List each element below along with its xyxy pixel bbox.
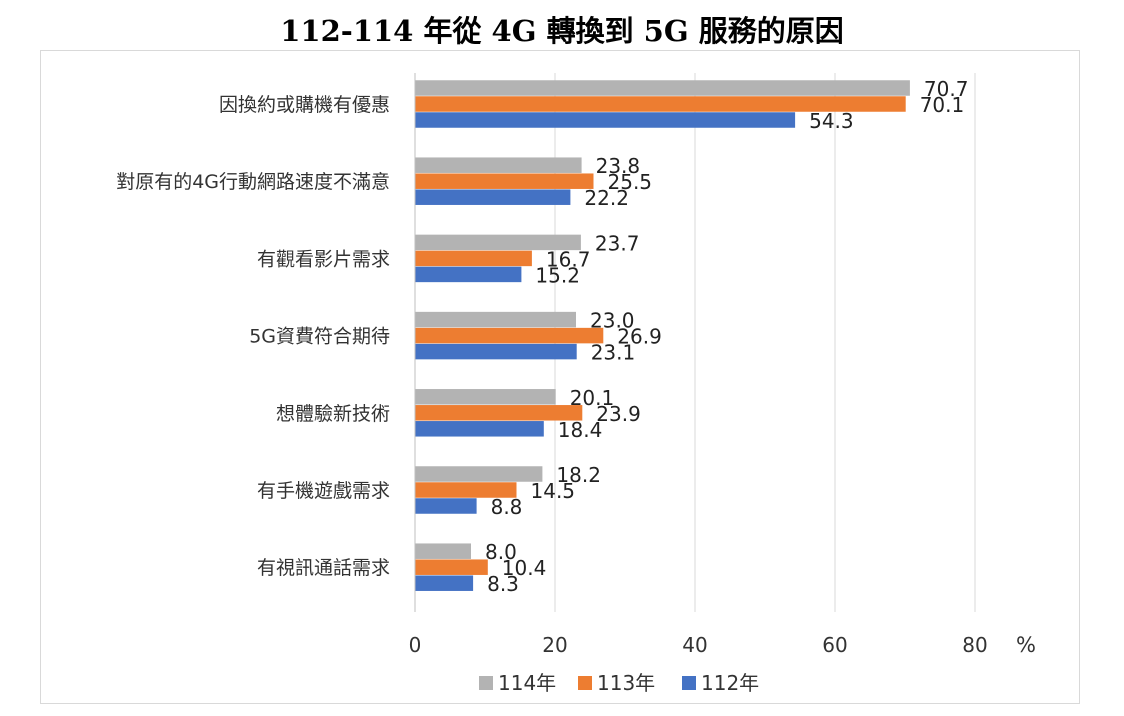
legend-label-0: 114年 bbox=[498, 671, 556, 695]
bar-6-2 bbox=[415, 575, 474, 591]
category-label: 因換約或購機有優惠 bbox=[219, 94, 390, 116]
value-label: 18.4 bbox=[558, 418, 603, 442]
value-label: 70.7 bbox=[924, 77, 969, 101]
value-label: 23.7 bbox=[595, 231, 640, 255]
category-label: 想體驗新技術 bbox=[276, 403, 390, 425]
bar-2-2 bbox=[415, 266, 522, 283]
bar-4-1 bbox=[415, 405, 583, 421]
bar-1-0 bbox=[415, 157, 582, 173]
category-label: 有觀看影片需求 bbox=[257, 248, 390, 270]
bar-6-1 bbox=[415, 559, 488, 575]
value-label: 23.9 bbox=[596, 402, 641, 426]
value-label: 23.1 bbox=[591, 341, 636, 365]
value-label: 8.0 bbox=[485, 540, 517, 564]
category-label: 5G資費符合期待 bbox=[249, 326, 390, 348]
legend-swatch-1 bbox=[578, 676, 592, 690]
value-label: 15.2 bbox=[535, 263, 580, 287]
bar-3-1 bbox=[415, 327, 604, 344]
bar-4-0 bbox=[415, 389, 556, 405]
legend-label-2: 112年 bbox=[701, 671, 759, 695]
bar-3-2 bbox=[415, 343, 577, 360]
bar-5-0 bbox=[415, 466, 543, 482]
x-tick-label: 0 bbox=[409, 633, 422, 657]
chart-title: 112-114 年從 4G 轉換到 5G 服務的原因 bbox=[280, 14, 844, 48]
x-tick-label: 40 bbox=[682, 633, 707, 657]
value-label: 10.4 bbox=[502, 556, 547, 580]
value-label: 14.5 bbox=[531, 479, 576, 503]
value-label: 16.7 bbox=[546, 247, 591, 271]
bar-2-0 bbox=[415, 234, 581, 251]
bar-0-0 bbox=[415, 80, 910, 96]
value-label: 22.2 bbox=[584, 186, 629, 210]
bar-4-2 bbox=[415, 421, 544, 437]
value-label: 70.1 bbox=[920, 93, 965, 117]
x-unit-label: % bbox=[1016, 633, 1036, 657]
value-label: 23.8 bbox=[596, 154, 641, 178]
value-label: 26.9 bbox=[617, 325, 662, 349]
bar-5-2 bbox=[415, 498, 477, 514]
legend-swatch-2 bbox=[682, 676, 696, 690]
value-label: 25.5 bbox=[608, 170, 653, 194]
bar-5-1 bbox=[415, 482, 517, 498]
category-label: 有手機遊戲需求 bbox=[257, 480, 390, 502]
bar-6-0 bbox=[415, 543, 471, 559]
value-label: 54.3 bbox=[809, 109, 854, 133]
category-label: 對原有的4G行動網路速度不滿意 bbox=[116, 171, 390, 193]
x-tick-label: 20 bbox=[542, 633, 567, 657]
x-tick-label: 60 bbox=[822, 633, 847, 657]
legend-swatch-0 bbox=[479, 676, 493, 690]
value-label: 8.3 bbox=[487, 572, 519, 596]
legend-label-1: 113年 bbox=[597, 671, 655, 695]
bar-2-1 bbox=[415, 250, 532, 267]
bar-3-0 bbox=[415, 311, 576, 328]
bar-1-2 bbox=[415, 189, 571, 205]
bar-0-2 bbox=[415, 112, 796, 128]
bar-1-1 bbox=[415, 173, 594, 189]
category-label: 有視訊通話需求 bbox=[257, 557, 390, 579]
x-tick-label: 80 bbox=[962, 633, 987, 657]
value-label: 8.8 bbox=[491, 495, 523, 519]
value-label: 18.2 bbox=[556, 463, 601, 487]
chart-frame bbox=[40, 50, 1080, 704]
bar-0-1 bbox=[415, 96, 906, 112]
